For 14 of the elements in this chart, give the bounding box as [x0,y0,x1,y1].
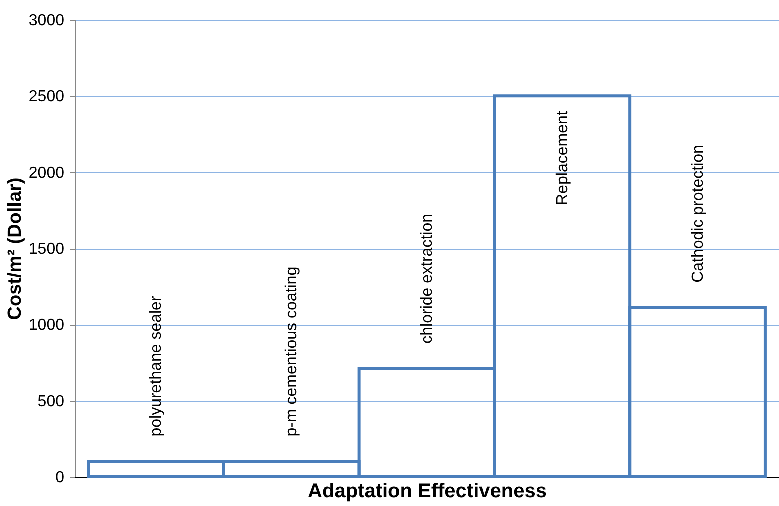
y-tick-label: 2000 [28,164,65,182]
x-tick-label: p-m cementious coating [284,266,301,437]
x-tick-label: polyurethane sealer [148,296,166,437]
x-axis-title: Adaptation Effectiveness [308,480,547,502]
y-tick-label: 3000 [28,12,65,30]
x-tick-label: Replacement [554,110,572,206]
y-tick-label: 1000 [28,317,65,334]
y-tick-label: 1500 [28,241,65,258]
y-tick-label: 0 [56,470,65,486]
y-axis-title: Cost/m² (Dollar) [4,178,26,320]
y-tick-label: 500 [38,393,65,410]
y-tick-label: 2500 [28,88,65,106]
x-tick-label: Cathodic protection [690,145,707,283]
x-tick-label: chloride extraction [419,214,436,344]
